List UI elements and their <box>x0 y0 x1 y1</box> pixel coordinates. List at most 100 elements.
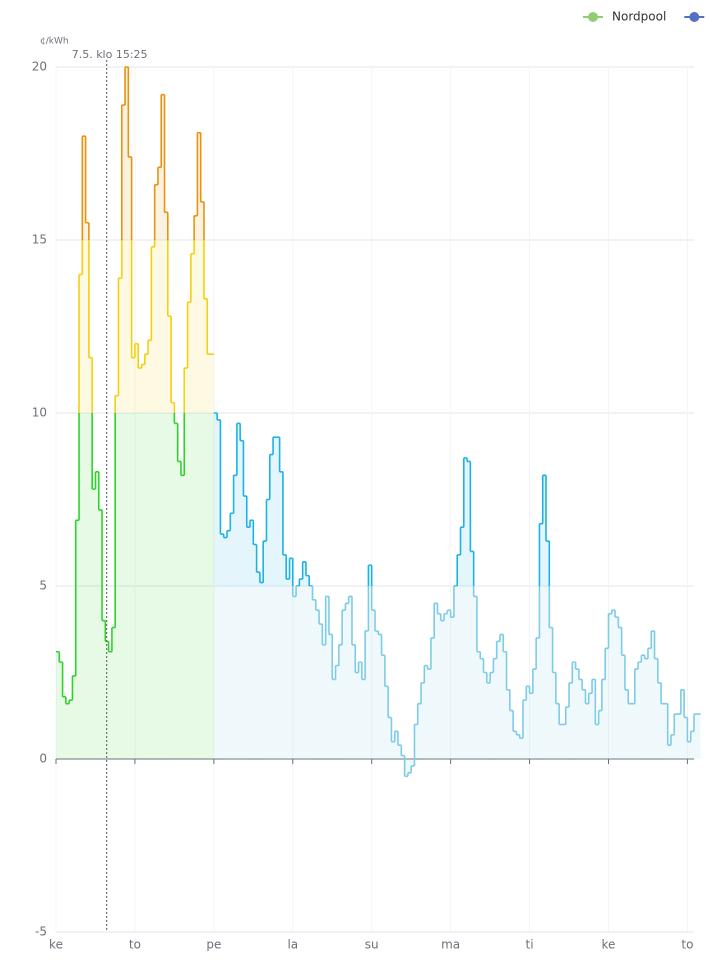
area-fill <box>282 554 287 759</box>
area-fill <box>138 368 142 759</box>
area-fill <box>220 534 224 759</box>
area-fill <box>654 658 658 759</box>
area-fill <box>230 513 234 759</box>
marker-label: 7.5. klo 15:25 <box>72 48 148 61</box>
area-fill <box>338 644 343 759</box>
area-fill <box>95 471 99 759</box>
area-fill <box>424 665 428 759</box>
area-fill <box>450 617 454 759</box>
area-fill <box>128 156 132 759</box>
area-fill <box>414 724 418 759</box>
x-tick-label: to <box>129 938 141 952</box>
area-fill <box>279 471 283 759</box>
area-fill <box>207 354 211 759</box>
area-fill <box>631 703 635 759</box>
area-fill <box>351 644 356 759</box>
area-fill <box>467 461 471 759</box>
x-tick-label: pe <box>206 938 221 952</box>
area-fill <box>536 637 540 759</box>
area-fill <box>200 201 204 759</box>
area-fill <box>453 586 458 759</box>
area-fill <box>79 274 83 759</box>
area-fill <box>644 658 648 759</box>
area-fill <box>292 596 297 759</box>
area-fill <box>684 717 688 759</box>
area-fill <box>503 651 507 759</box>
area-fill <box>289 558 293 759</box>
area-fill <box>549 627 553 759</box>
area-fill <box>197 132 201 760</box>
area-fill <box>190 253 195 759</box>
series-0 <box>55 66 214 760</box>
area-fill <box>542 475 547 759</box>
area-fill <box>490 672 494 759</box>
area-fill <box>384 686 389 759</box>
area-fill <box>335 665 339 759</box>
area-fill <box>661 703 665 759</box>
area-fill <box>444 613 448 759</box>
area-fill <box>641 655 645 759</box>
area-fill <box>532 669 537 759</box>
area-fill <box>480 658 484 759</box>
area-fill <box>578 679 583 759</box>
area-fill <box>184 368 188 759</box>
area-fill <box>624 689 629 759</box>
area-fill <box>171 402 175 759</box>
area-fill <box>394 731 399 759</box>
area-fill <box>407 759 412 773</box>
area-fill <box>647 648 652 759</box>
area-fill <box>595 724 599 759</box>
y-tick-label: 10 <box>32 406 47 420</box>
area-fill <box>365 630 369 759</box>
area-fill <box>92 489 96 759</box>
area-fill <box>98 509 103 759</box>
area-fill <box>598 710 602 759</box>
area-fill <box>246 527 251 759</box>
legend-dot <box>689 12 700 22</box>
area-fill <box>463 457 468 759</box>
area-fill <box>677 714 681 759</box>
area-fill <box>296 586 300 759</box>
area-fill <box>562 724 566 759</box>
area-fill <box>102 620 106 759</box>
area-fill <box>618 627 622 759</box>
area-fill <box>256 572 260 759</box>
area-fill <box>516 734 520 759</box>
area-fill <box>460 527 464 759</box>
area-fill <box>328 634 333 759</box>
area-fill <box>325 596 329 759</box>
area-fill <box>519 738 523 759</box>
area-fill <box>348 596 352 759</box>
area-fill <box>263 541 267 759</box>
area-fill <box>59 662 63 759</box>
area-fill <box>697 714 701 759</box>
area-fill <box>164 212 168 759</box>
area-fill <box>565 707 570 759</box>
area-fill <box>371 610 375 759</box>
area-fill <box>358 662 362 759</box>
x-tick-label: ti <box>526 938 534 952</box>
area-fill <box>375 630 379 759</box>
series-1 <box>213 412 701 778</box>
area-fill <box>378 634 382 759</box>
area-fill <box>203 298 208 759</box>
area-fill <box>332 679 336 759</box>
area-fill <box>546 541 550 759</box>
area-fill <box>213 413 218 759</box>
area-fill <box>187 302 191 759</box>
area-fill <box>276 437 280 759</box>
area-fill <box>592 679 596 759</box>
area-fill <box>388 717 392 759</box>
area-fill <box>522 700 527 759</box>
area-fill <box>322 644 326 759</box>
area-fill <box>440 620 445 759</box>
area-fill <box>427 669 431 759</box>
area-fill <box>470 551 474 759</box>
area-fill <box>539 523 543 759</box>
area-fill <box>473 596 477 759</box>
area-fill <box>611 610 616 759</box>
area-fill <box>115 395 119 759</box>
area-fill <box>118 278 122 759</box>
legend-dot <box>588 12 598 22</box>
